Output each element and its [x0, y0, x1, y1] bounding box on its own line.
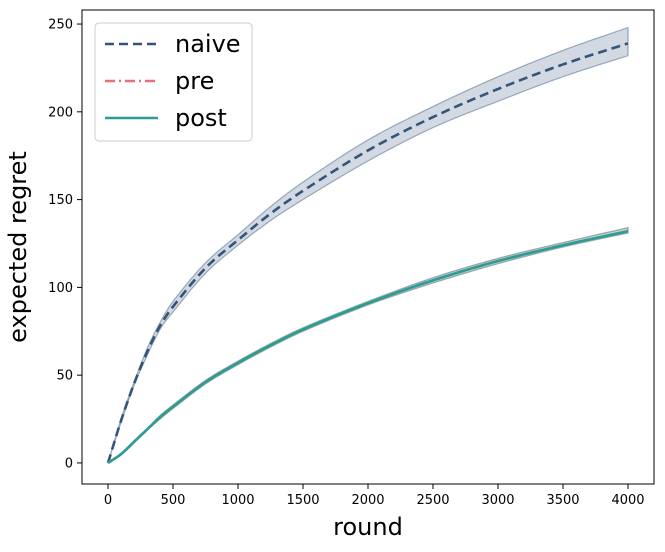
x-axis-ticks: 0 500 1000 1500 2000 2500 3000 3500 4000 — [104, 484, 645, 508]
x-tick-label-2500: 2500 — [416, 493, 449, 508]
y-tick-label-100: 100 — [48, 281, 73, 296]
x-tick-label-1500: 1500 — [286, 493, 319, 508]
band-naive — [107, 26, 629, 464]
x-axis-label: round — [333, 513, 403, 541]
x-tick-label-3500: 3500 — [546, 493, 579, 508]
x-tick-label-3000: 3000 — [481, 493, 514, 508]
legend-label-naive: naive — [175, 30, 241, 58]
legend: naive pre post — [94, 22, 253, 142]
x-tick-label-2000: 2000 — [351, 493, 384, 508]
band-post — [107, 226, 629, 464]
line-pre — [107, 229, 629, 465]
y-tick-label-250: 250 — [48, 18, 73, 33]
y-axis-ticks: 0 50 100 150 200 250 — [48, 18, 82, 471]
y-tick-label-50: 50 — [56, 369, 73, 384]
legend-label-pre: pre — [175, 67, 214, 95]
x-tick-label-1000: 1000 — [221, 493, 254, 508]
x-tick-label-4000: 4000 — [611, 493, 644, 508]
y-tick-label-0: 0 — [65, 456, 73, 471]
y-axis-label: expected regret — [4, 151, 32, 343]
band-pre — [107, 226, 629, 464]
confidence-bands — [107, 26, 629, 464]
line-post — [107, 229, 629, 465]
legend-box — [94, 22, 253, 142]
y-tick-label-150: 150 — [48, 193, 73, 208]
x-tick-label-500: 500 — [161, 493, 186, 508]
y-tick-label-200: 200 — [48, 105, 73, 120]
legend-label-post: post — [175, 104, 227, 132]
series-lines — [106, 42, 629, 465]
x-tick-label-0: 0 — [104, 493, 112, 508]
